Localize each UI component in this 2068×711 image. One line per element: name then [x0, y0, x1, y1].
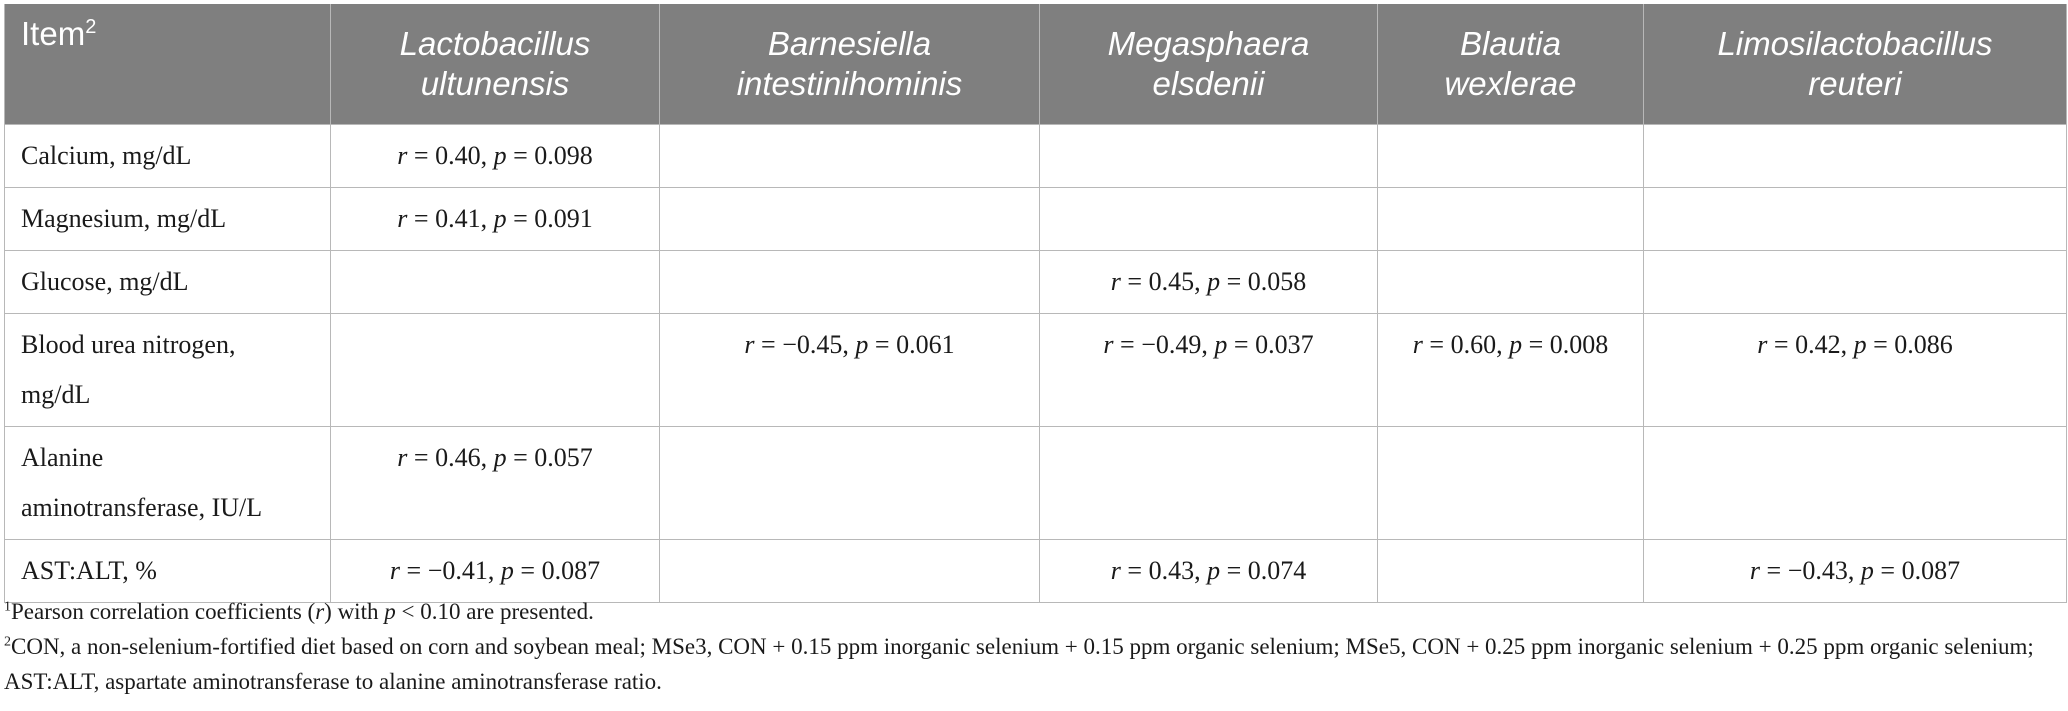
table-row: Calcium, mg/dL r = 0.40, p = 0.098: [4, 124, 2067, 188]
correlation-cell: r = −0.49, p = 0.037: [1039, 313, 1378, 427]
correlation-cell: [1643, 426, 2067, 540]
p-value: 0.061: [896, 330, 955, 359]
species-header-barnesiella: Barnesiella intestinihominis: [659, 4, 1040, 125]
correlation-cell: [1377, 426, 1644, 540]
footnote-1: 1Pearson correlation coefficients (r) wi…: [4, 599, 594, 624]
species-header-megasphaera: Megasphaera elsdenii: [1039, 4, 1378, 125]
species-header-blautia: Blautia wexlerae: [1377, 4, 1644, 125]
table-footnotes: 1Pearson correlation coefficients (r) wi…: [4, 594, 2064, 699]
row-item-label: AST:ALT, %: [4, 539, 331, 603]
row-item-label: Magnesium, mg/dL: [4, 187, 331, 251]
correlation-cell: [330, 313, 660, 427]
correlation-cell: r = 0.60, p = 0.008: [1377, 313, 1644, 427]
p-value: 0.091: [534, 204, 593, 233]
correlation-cell: [1643, 124, 2067, 188]
table-row: Glucose, mg/dL r = 0.45, p = 0.058: [4, 250, 2067, 314]
r-value: 0.60: [1450, 330, 1497, 359]
r-value: 0.43: [1148, 556, 1195, 585]
correlation-cell: [1039, 426, 1378, 540]
p-value: 0.058: [1247, 267, 1307, 296]
table-row: AST:ALT, % r = −0.41, p = 0.087 r = 0.43, …: [4, 539, 2067, 603]
correlation-cell: [659, 187, 1040, 251]
correlation-cell: [659, 250, 1040, 314]
p-value: 0.008: [1549, 330, 1609, 359]
item-column-header: Item2: [4, 4, 331, 125]
species-header-lactobacillus: Lactobacillus ultunensis: [330, 4, 660, 125]
row-item-label: Blood urea nitrogen, mg/dL: [4, 313, 331, 427]
r-value: −0.41: [427, 556, 488, 585]
p-value: 0.074: [1247, 556, 1307, 585]
correlation-cell: r = 0.42, p = 0.086: [1643, 313, 2067, 427]
table-body: Calcium, mg/dL r = 0.40, p = 0.098 Magnesi…: [4, 124, 2067, 603]
correlation-cell: r = 0.46, p = 0.057: [330, 426, 660, 540]
correlation-table: Item2 Lactobacillus ultunensis Barnesiell…: [4, 4, 2067, 603]
correlation-cell: [1377, 539, 1644, 603]
correlation-cell: [1377, 124, 1644, 188]
p-value: 0.087: [1901, 556, 1961, 585]
r-value: −0.43: [1787, 556, 1848, 585]
correlation-cell: r = −0.45, p = 0.061: [659, 313, 1040, 427]
correlation-table-wrapper: Item2 Lactobacillus ultunensis Barnesiell…: [4, 4, 2067, 603]
table-row: Alanine aminotransferase, IU/L r = 0.46, p…: [4, 426, 2067, 540]
p-value: 0.086: [1894, 330, 1953, 359]
r-value: 0.46: [435, 443, 481, 472]
correlation-cell: r = −0.41, p = 0.087: [330, 539, 660, 603]
correlation-cell: [1377, 187, 1644, 251]
r-value: 0.40: [435, 141, 481, 170]
r-value: 0.45: [1148, 267, 1195, 296]
correlation-cell: r = 0.45, p = 0.058: [1039, 250, 1378, 314]
correlation-cell: [330, 250, 660, 314]
table-header-row: Item2 Lactobacillus ultunensis Barnesiell…: [4, 4, 2067, 125]
correlation-cell: [1039, 187, 1378, 251]
r-value: −0.45: [782, 330, 843, 359]
correlation-cell: r = −0.43, p = 0.087: [1643, 539, 2067, 603]
correlation-cell: [659, 124, 1040, 188]
correlation-cell: [659, 539, 1040, 603]
p-value: 0.057: [534, 443, 593, 472]
p-value: 0.037: [1255, 330, 1314, 359]
correlation-cell: r = 0.40, p = 0.098: [330, 124, 660, 188]
correlation-cell: r = 0.41, p = 0.091: [330, 187, 660, 251]
r-value: 0.42: [1795, 330, 1841, 359]
r-value: 0.41: [435, 204, 481, 233]
r-value: −0.49: [1141, 330, 1202, 359]
table-row: Magnesium, mg/dL r = 0.41, p = 0.091: [4, 187, 2067, 251]
row-item-label: Calcium, mg/dL: [4, 124, 331, 188]
p-value: 0.087: [541, 556, 601, 585]
footnote-2: 2CON, a non-selenium-fortified diet base…: [4, 634, 2034, 694]
species-header-limosilactobacillus: Limosilactobacillus reuteri: [1643, 4, 2067, 125]
correlation-cell: [659, 426, 1040, 540]
correlation-cell: [1039, 124, 1378, 188]
correlation-cell: [1643, 250, 2067, 314]
correlation-cell: [1377, 250, 1644, 314]
correlation-cell: r = 0.43, p = 0.074: [1039, 539, 1378, 603]
p-value: 0.098: [534, 141, 593, 170]
correlation-cell: [1643, 187, 2067, 251]
row-item-label: Alanine aminotransferase, IU/L: [4, 426, 331, 540]
table-row: Blood urea nitrogen, mg/dL r = −0.45, p = …: [4, 313, 2067, 427]
row-item-label: Glucose, mg/dL: [4, 250, 331, 314]
